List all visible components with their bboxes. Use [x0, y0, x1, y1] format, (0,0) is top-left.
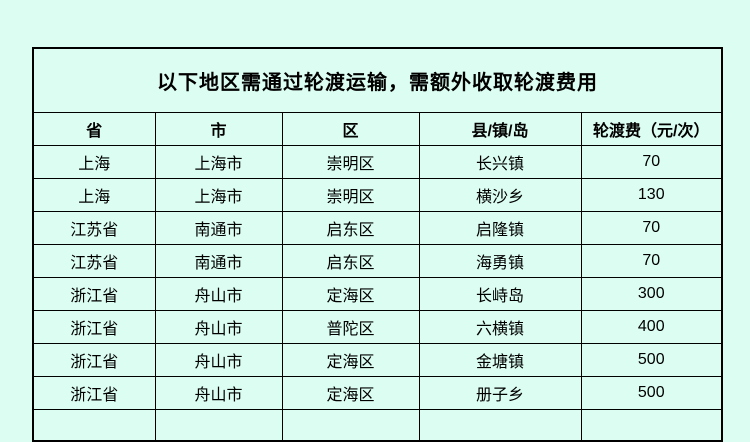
- column-header: 轮渡费（元/次）: [580, 112, 723, 146]
- table-cell: 江苏省: [32, 244, 156, 278]
- table-cell: 崇明区: [281, 178, 420, 212]
- table-row: 上海 上海市 崇明区 长兴镇 70: [32, 145, 723, 179]
- table-cell: 横沙乡: [418, 178, 582, 212]
- table-cell: 70: [580, 145, 723, 179]
- table-cell: 浙江省: [32, 277, 156, 311]
- column-header: 市: [154, 112, 283, 146]
- table-cell: 130: [580, 178, 723, 212]
- ferry-fee-table: 以下地区需通过轮渡运输，需额外收取轮渡费用 省市区县/镇/岛 轮渡费（元/次） 上…: [32, 47, 724, 442]
- table-cell: 江苏省: [32, 211, 156, 245]
- table-row: 浙江省 舟山市 定海区 金塘镇 500: [32, 343, 723, 377]
- table-cell: 舟山市: [154, 343, 283, 377]
- table-row: 浙江省 舟山市 定海区 长峙岛 300: [32, 277, 723, 311]
- table-cell: 启东区: [281, 244, 420, 278]
- column-header: 区: [281, 112, 420, 146]
- table-cell: 长峙岛: [418, 277, 582, 311]
- table-cell: 定海区: [281, 376, 420, 410]
- table-cell: 浙江省: [32, 310, 156, 344]
- table-title-row: 以下地区需通过轮渡运输，需额外收取轮渡费用: [32, 47, 723, 113]
- table-cell: 定海区: [281, 277, 420, 311]
- table-cell: 500: [580, 343, 723, 377]
- table-cell: [281, 409, 420, 442]
- table-cell: 崇明区: [281, 145, 420, 179]
- table-cell: 南通市: [154, 244, 283, 278]
- column-header: 省: [32, 112, 156, 146]
- table-cell: 定海区: [281, 343, 420, 377]
- table-cell: 上海: [32, 178, 156, 212]
- table-row: 江苏省 南通市 启东区 海勇镇 70: [32, 244, 723, 278]
- table-cell: 上海市: [154, 178, 283, 212]
- table-cell: 启东区: [281, 211, 420, 245]
- table-cell: 上海市: [154, 145, 283, 179]
- table-cell: 舟山市: [154, 376, 283, 410]
- table-body: 上海 上海市 崇明区 长兴镇 70 上海 上海市 崇明区 横沙乡 130 江苏省 南通市 启东区 启隆镇 7…: [32, 145, 723, 442]
- table-cell: 上海: [32, 145, 156, 179]
- table-cell: 浙江省: [32, 343, 156, 377]
- table-cell: 普陀区: [281, 310, 420, 344]
- table-row: 浙江省 舟山市 普陀区 六横镇 400: [32, 310, 723, 344]
- table-cell: 启隆镇: [418, 211, 582, 245]
- partial-table-row: [32, 409, 723, 442]
- table-cell: 500: [580, 376, 723, 410]
- table-cell: 70: [580, 211, 723, 245]
- table-cell: [580, 409, 723, 442]
- table-cell: [154, 409, 283, 442]
- table-cell: 70: [580, 244, 723, 278]
- table-cell: [32, 409, 156, 442]
- table-cell: 浙江省: [32, 376, 156, 410]
- table-cell: 六横镇: [418, 310, 582, 344]
- table-cell: 300: [580, 277, 723, 311]
- page: { "colors": { "background": "#dcfdf1", "…: [32, 47, 724, 442]
- table-title: 以下地区需通过轮渡运输，需额外收取轮渡费用: [32, 47, 723, 113]
- column-header: 县/镇/岛: [418, 112, 582, 146]
- table-cell: 长兴镇: [418, 145, 582, 179]
- table-cell: 舟山市: [154, 310, 283, 344]
- table-cell: 舟山市: [154, 277, 283, 311]
- header-row: 省市区县/镇/岛 轮渡费（元/次）: [32, 112, 723, 146]
- table-cell: [418, 409, 582, 442]
- table-cell: 金塘镇: [418, 343, 582, 377]
- table-row: 江苏省 南通市 启东区 启隆镇 70: [32, 211, 723, 245]
- table-row: 上海 上海市 崇明区 横沙乡 130: [32, 178, 723, 212]
- table-cell: 海勇镇: [418, 244, 582, 278]
- table-cell: 400: [580, 310, 723, 344]
- table-row: 浙江省 舟山市 定海区 册子乡 500: [32, 376, 723, 410]
- table-cell: 册子乡: [418, 376, 582, 410]
- table-cell: 南通市: [154, 211, 283, 245]
